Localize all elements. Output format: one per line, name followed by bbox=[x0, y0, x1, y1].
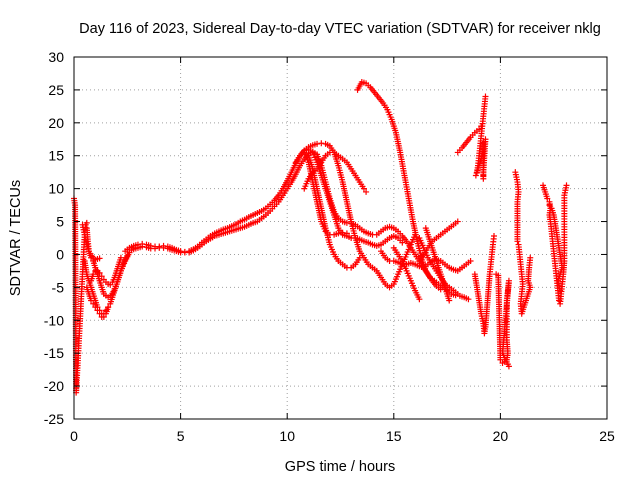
series-s12 bbox=[301, 149, 350, 238]
y-tick-label: 0 bbox=[56, 246, 64, 262]
chart-title: Day 116 of 2023, Sidereal Day-to-day VTE… bbox=[79, 21, 601, 37]
data-marks bbox=[71, 79, 570, 396]
data-point bbox=[480, 139, 487, 146]
data-point bbox=[83, 219, 90, 226]
y-tick-label: -10 bbox=[44, 312, 64, 328]
data-point bbox=[92, 304, 99, 311]
data-point bbox=[139, 243, 146, 250]
data-point bbox=[360, 185, 367, 192]
data-point bbox=[356, 254, 363, 261]
x-tick-label: 5 bbox=[177, 428, 185, 444]
series-s22 bbox=[493, 271, 512, 370]
series-s9 bbox=[292, 146, 406, 249]
data-point bbox=[363, 188, 370, 195]
y-tick-label: -25 bbox=[44, 411, 64, 427]
data-point bbox=[454, 290, 461, 297]
data-point bbox=[335, 230, 342, 237]
data-point bbox=[399, 239, 406, 246]
y-tick-label: -5 bbox=[52, 279, 65, 295]
data-point bbox=[416, 296, 423, 303]
series-s10 bbox=[301, 149, 370, 195]
y-tick-label: 30 bbox=[48, 49, 64, 65]
data-point bbox=[96, 269, 103, 276]
data-point bbox=[124, 252, 131, 259]
series-s17 bbox=[416, 218, 461, 265]
data-point bbox=[96, 310, 103, 317]
data-point bbox=[544, 195, 551, 202]
x-tick-label: 0 bbox=[70, 428, 78, 444]
plot-frame bbox=[73, 56, 608, 420]
series-s6 bbox=[83, 284, 112, 320]
data-point bbox=[90, 271, 97, 278]
data-point bbox=[152, 245, 159, 252]
data-point bbox=[491, 233, 498, 240]
x-tick-label: 20 bbox=[493, 428, 509, 444]
series-s25 bbox=[546, 202, 566, 294]
x-tick-label: 25 bbox=[599, 428, 615, 444]
y-tick-label: 5 bbox=[56, 214, 64, 230]
data-point bbox=[314, 140, 321, 147]
data-point bbox=[96, 255, 103, 262]
series-s20 bbox=[472, 93, 489, 182]
x-tick-label: 10 bbox=[279, 428, 295, 444]
y-tick-label: 25 bbox=[48, 82, 64, 98]
data-point bbox=[160, 244, 167, 251]
data-point bbox=[454, 218, 461, 225]
y-tick-label: 10 bbox=[48, 181, 64, 197]
data-point bbox=[527, 254, 534, 261]
data-point bbox=[343, 230, 350, 237]
data-point bbox=[514, 238, 521, 245]
series-s23 bbox=[512, 169, 534, 317]
data-point bbox=[318, 140, 325, 147]
data-point bbox=[98, 273, 105, 280]
series-s8 bbox=[130, 148, 444, 293]
data-point bbox=[105, 304, 112, 311]
series-s15 bbox=[390, 244, 423, 303]
y-tick-label: -20 bbox=[44, 378, 64, 394]
data-point bbox=[117, 254, 124, 261]
data-point bbox=[465, 296, 472, 303]
y-tick-label: 15 bbox=[48, 148, 64, 164]
y-axis-label: SDTVAR / TECUs bbox=[8, 180, 24, 296]
series-s18 bbox=[422, 225, 453, 304]
grid-layer bbox=[74, 57, 607, 419]
series-s24 bbox=[540, 182, 570, 307]
y-tick-label: -15 bbox=[44, 345, 64, 361]
data-point bbox=[446, 297, 453, 304]
data-point bbox=[557, 287, 564, 294]
data-point bbox=[339, 229, 346, 236]
data-point bbox=[497, 356, 504, 363]
data-point bbox=[563, 182, 570, 189]
x-axis-label: GPS time / hours bbox=[285, 459, 395, 475]
data-point bbox=[88, 297, 95, 304]
data-point bbox=[343, 219, 350, 226]
series-s3 bbox=[79, 221, 103, 263]
data-point bbox=[100, 313, 107, 320]
data-point bbox=[546, 202, 553, 209]
series-s21 bbox=[471, 233, 498, 337]
tick-layer: -25 -20 -15 -10 -5 0 5 10 15 20 25 30 0 5 10 15 20 25 bbox=[44, 49, 615, 444]
series-s7 bbox=[122, 140, 419, 291]
series-s5 bbox=[88, 254, 124, 288]
data-point bbox=[505, 363, 512, 370]
data-point bbox=[467, 258, 474, 265]
x-tick-label: 15 bbox=[386, 428, 402, 444]
y-tick-label: 20 bbox=[48, 115, 64, 131]
series-s19 bbox=[454, 123, 485, 156]
series-s14 bbox=[378, 248, 474, 274]
data-point bbox=[90, 300, 97, 307]
data-point bbox=[94, 307, 101, 314]
